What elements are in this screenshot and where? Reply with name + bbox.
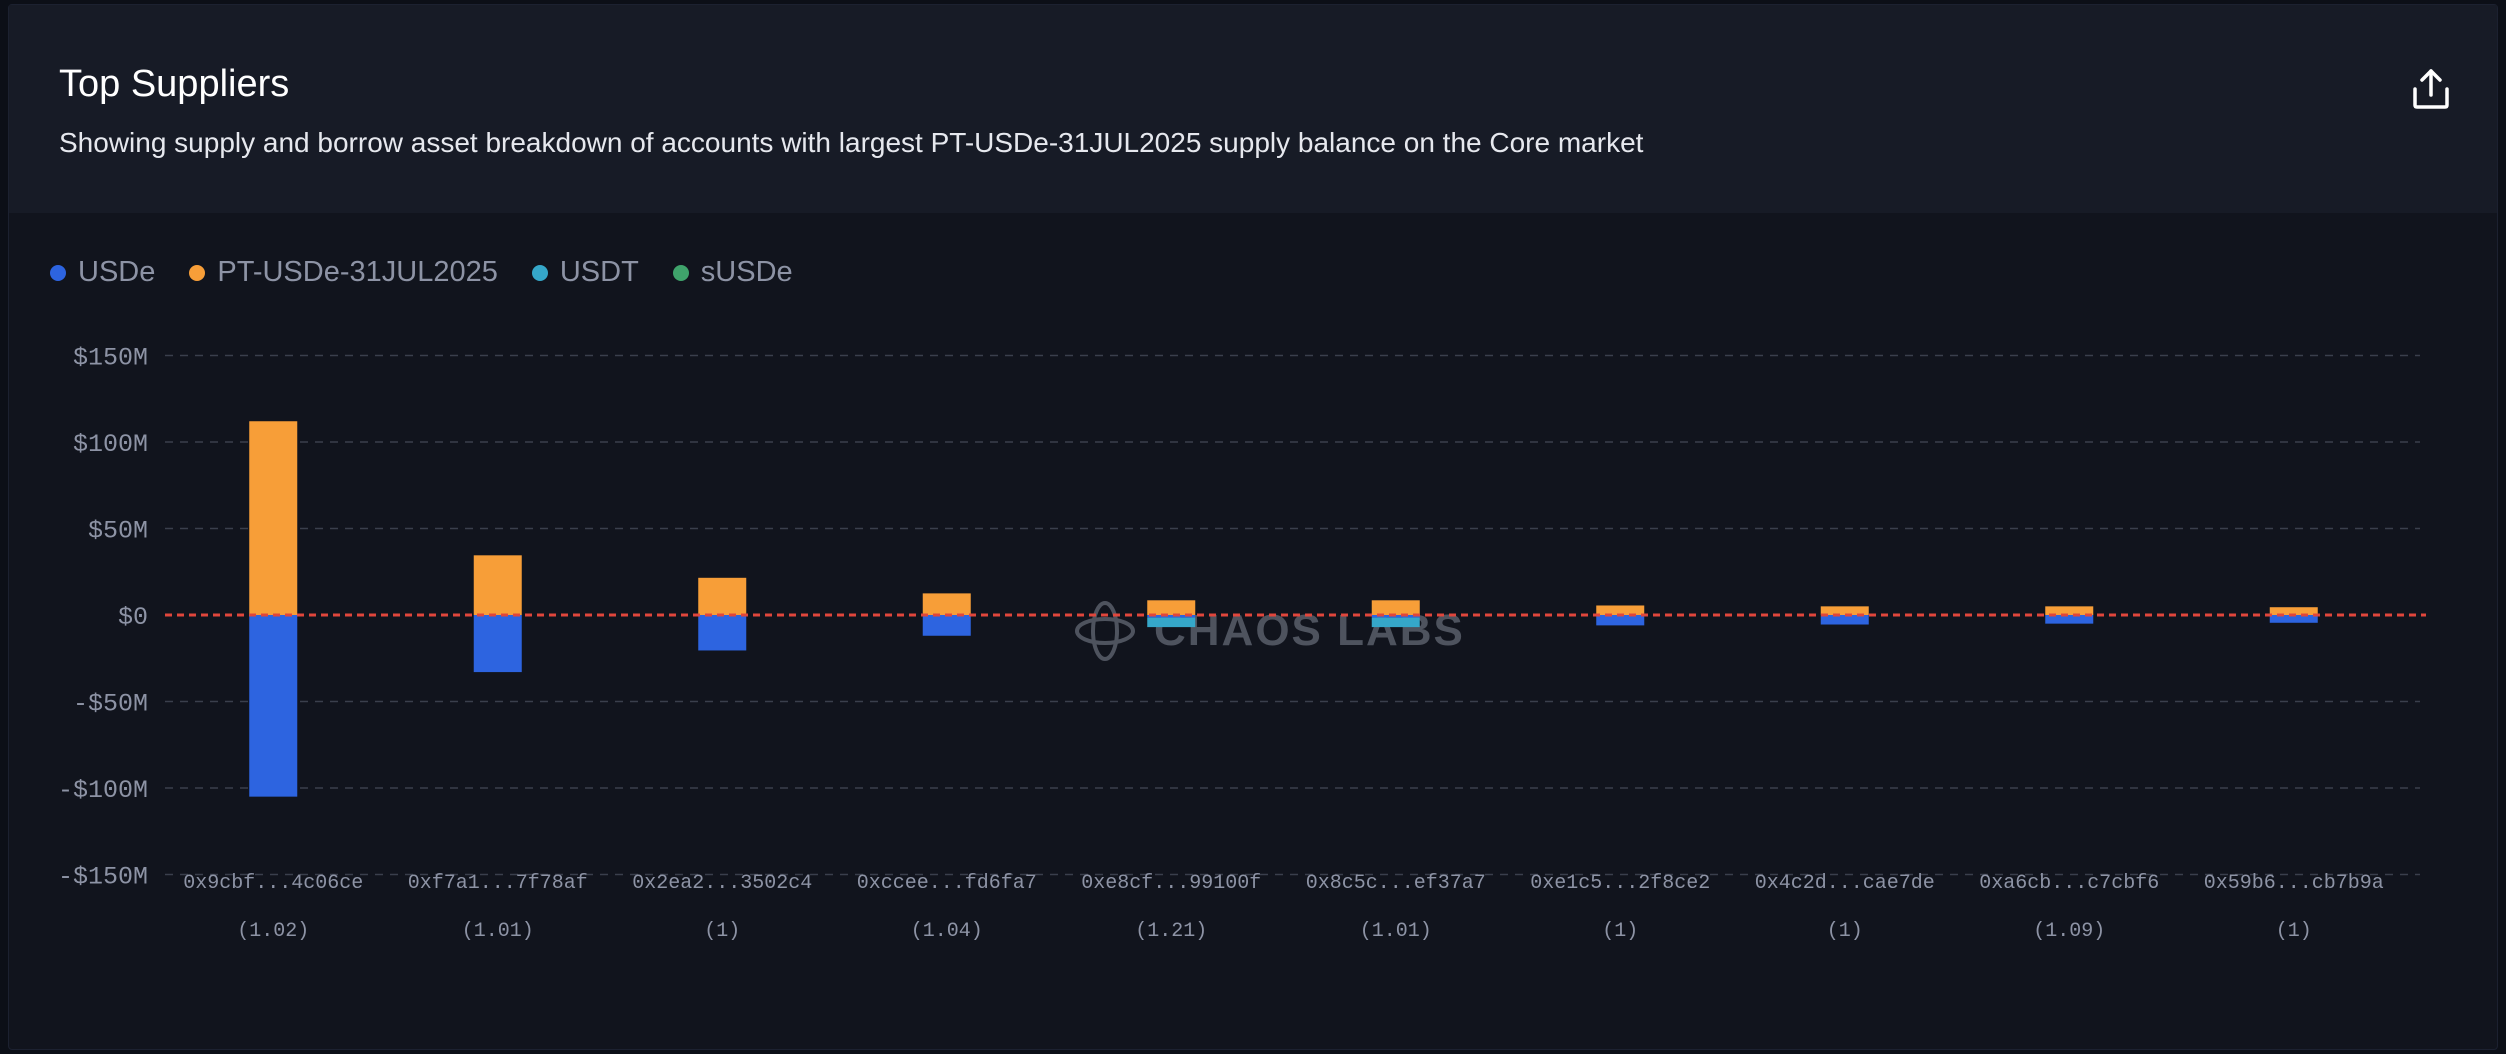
x-tick-label: 0xf7a1...7f78af (408, 872, 588, 895)
bar-usde (922, 615, 971, 636)
x-tick-label: 0xe8cf...99100f (1081, 872, 1261, 895)
legend-label-usde: USDe (78, 256, 156, 288)
x-tick-label: 0x59b6...cb7b9a (2204, 872, 2384, 895)
x-tick-sublabel: (1.01) (462, 920, 534, 943)
x-tick-sublabel: (1.04) (911, 920, 983, 943)
bar-pt-usde-31jul2025 (473, 555, 522, 615)
share-icon (2413, 69, 2449, 109)
legend-dot-susde (672, 264, 689, 281)
x-tick-sublabel: (1) (704, 920, 740, 943)
x-tick-label: 0x8c5c...ef37a7 (1306, 872, 1486, 895)
legend-dot-usdt (531, 264, 548, 281)
x-tick-label: 0x2ea2...3502c4 (632, 872, 812, 895)
bar-usde (249, 615, 298, 797)
y-tick-label: -$50M (73, 690, 148, 719)
y-tick-label: $50M (88, 517, 148, 546)
x-tick-sublabel: (1.02) (237, 920, 309, 943)
x-tick-label: 0xe1c5...2f8ce2 (1530, 872, 1710, 895)
x-tick-sublabel: (1) (2276, 920, 2312, 943)
legend-label-pt-usde: PT-USDe-31JUL2025 (217, 256, 498, 288)
bar-pt-usde-31jul2025 (2269, 607, 2318, 615)
bar-pt-usde-31jul2025 (1596, 605, 1645, 615)
card-header: Top Suppliers Showing supply and borrow … (9, 5, 2497, 213)
bar-pt-usde-31jul2025 (922, 593, 971, 615)
bar-usdt (1147, 617, 1196, 628)
share-export-button[interactable] (2407, 65, 2455, 113)
bar-usde (2269, 615, 2318, 623)
bar-usde (698, 615, 747, 651)
legend-dot-pt-usde (189, 264, 206, 281)
chart-legend: USDe PT-USDe-31JUL2025 USDT sUSDe (50, 256, 793, 289)
bar-usde (1596, 615, 1645, 626)
x-tick-label: 0x4c2d...cae7de (1755, 872, 1935, 895)
bar-usde (1147, 615, 1196, 618)
bar-pt-usde-31jul2025 (1147, 600, 1196, 615)
bar-pt-usde-31jul2025 (2045, 606, 2094, 615)
chart-title: Top Suppliers (59, 63, 290, 105)
legend-item-pt-usde[interactable]: PT-USDe-31JUL2025 (189, 256, 498, 289)
y-tick-label: $100M (73, 430, 148, 459)
y-tick-label: $0 (118, 603, 148, 632)
chaos-labs-logo-icon (1075, 601, 1135, 661)
bar-pt-usde-31jul2025 (1371, 600, 1420, 615)
bar-pt-usde-31jul2025 (249, 421, 298, 615)
bar-pt-usde-31jul2025 (1820, 606, 1869, 615)
x-tick-label: 0x9cbf...4c06ce (183, 872, 363, 895)
x-tick-sublabel: (1.21) (1135, 920, 1207, 943)
bar-usde (2045, 615, 2094, 624)
x-tick-sublabel: (1) (1827, 920, 1863, 943)
bar-usdt (1371, 617, 1420, 628)
legend-item-usdt[interactable]: USDT (531, 256, 639, 289)
x-tick-sublabel: (1.09) (2033, 920, 2105, 943)
y-tick-label: $150M (73, 344, 148, 373)
legend-label-usdt: USDT (559, 256, 639, 288)
bar-usde (1820, 615, 1869, 625)
x-tick-label: 0xa6cb...c7cbf6 (1979, 872, 2159, 895)
x-tick-label: 0xccee...fd6fa7 (857, 872, 1037, 895)
legend-item-susde[interactable]: sUSDe (672, 256, 793, 289)
chart-subtitle: Showing supply and borrow asset breakdow… (59, 127, 1644, 158)
x-tick-sublabel: (1.01) (1360, 920, 1432, 943)
y-tick-label: -$100M (58, 776, 148, 805)
bar-pt-usde-31jul2025 (698, 577, 747, 615)
legend-label-susde: sUSDe (700, 256, 793, 288)
top-suppliers-card: Top Suppliers Showing supply and borrow … (8, 4, 2498, 1050)
x-tick-sublabel: (1) (1602, 920, 1638, 943)
bar-usde (473, 615, 522, 673)
y-tick-label: -$150M (58, 863, 148, 892)
legend-item-usde[interactable]: USDe (50, 256, 155, 289)
legend-dot-usde (50, 264, 66, 281)
